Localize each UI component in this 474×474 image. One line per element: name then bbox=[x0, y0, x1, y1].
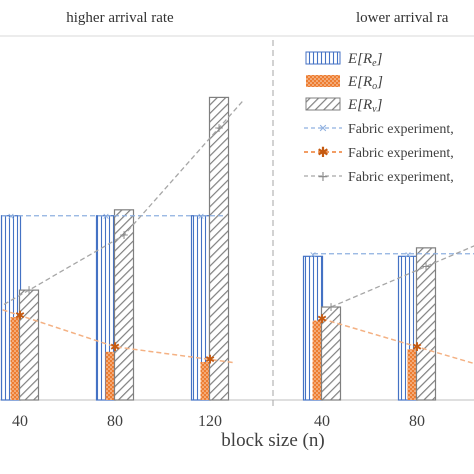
exp-marker-Rv-g0-40: + bbox=[24, 283, 34, 297]
group-title-higher: higher arrival rate bbox=[66, 10, 174, 26]
x-axis-label: block size (n) bbox=[221, 430, 324, 451]
legend-label-Rv-exp: Fabric experiment, bbox=[348, 170, 454, 185]
bar-Rv-g0-40 bbox=[18, 289, 40, 401]
legend: E[Re] E[Ro] E[Rv] ✕ Fabric experiment, ✱… bbox=[304, 51, 454, 185]
bar-Rv-g0-80 bbox=[113, 209, 135, 401]
bar-Rv-g1-80 bbox=[415, 247, 437, 401]
tick-label-g0-40: 40 bbox=[12, 413, 28, 430]
exp-marker-Ro-g0-40: ✱ bbox=[15, 308, 25, 322]
exp-marker-Rv-g1-80: + bbox=[421, 259, 431, 273]
exp-line-Ro-g0 bbox=[0, 308, 234, 364]
legend-swatch-Rv bbox=[305, 97, 341, 111]
exp-marker-Rv-g0-120: + bbox=[214, 121, 224, 135]
legend-label-Ro: E[Ro] bbox=[347, 74, 383, 92]
exp-line-Ro-g1 bbox=[321, 318, 474, 365]
legend-label-Re: E[Re] bbox=[347, 51, 383, 69]
exp-line-Rv-g1 bbox=[330, 245, 474, 308]
legend-label-Ro-exp: Fabric experiment, bbox=[348, 146, 454, 161]
tick-label-g0-120: 120 bbox=[198, 413, 222, 430]
plot-area: ✕ ✕ ✕✱✱✱+++40 80 120✕ ✕✱✱++40 80 bbox=[0, 40, 474, 430]
exp-marker-Ro-g1-80: ✱ bbox=[412, 340, 422, 354]
tick-label-g0-80: 80 bbox=[107, 413, 123, 430]
legend-marker-Ro-exp: ✱ bbox=[317, 145, 329, 161]
tick-label-g1-80: 80 bbox=[409, 413, 425, 430]
exp-marker-Ro-g0-80: ✱ bbox=[110, 340, 120, 354]
exp-marker-Ro-g0-120: ✱ bbox=[205, 352, 215, 366]
exp-marker-Rv-g1-40: + bbox=[326, 300, 336, 314]
exp-marker-Re-g0-80: ✕ bbox=[102, 213, 110, 223]
tick-label-g1-40: 40 bbox=[314, 413, 330, 430]
legend-swatch-Re bbox=[305, 51, 341, 65]
legend-marker-Re-exp: ✕ bbox=[318, 122, 327, 135]
legend-swatch-Ro bbox=[306, 75, 340, 87]
exp-marker-Re-g1-80: ✕ bbox=[404, 251, 412, 261]
exp-line-Rv-g0 bbox=[3, 100, 244, 305]
bar-Rv-g0-120 bbox=[208, 96, 230, 401]
exp-marker-Ro-g1-40: ✱ bbox=[317, 312, 327, 326]
legend-marker-Rv-exp: + bbox=[317, 169, 329, 185]
exp-marker-Re-g0-40: ✕ bbox=[7, 213, 15, 223]
exp-marker-Rv-g0-80: + bbox=[119, 228, 129, 242]
legend-label-Re-exp: Fabric experiment, bbox=[348, 122, 454, 137]
exp-marker-Re-g1-40: ✕ bbox=[309, 251, 317, 261]
exp-marker-Re-g0-120: ✕ bbox=[197, 213, 205, 223]
group-title-lower: lower arrival ra bbox=[356, 10, 449, 26]
legend-label-Rv: E[Rv] bbox=[347, 97, 383, 115]
